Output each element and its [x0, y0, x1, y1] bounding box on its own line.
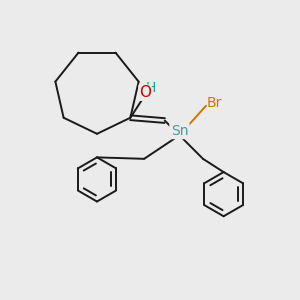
- Text: Br: Br: [207, 96, 223, 110]
- Text: O: O: [139, 85, 151, 100]
- Text: Sn: Sn: [171, 124, 188, 138]
- Text: H: H: [146, 81, 156, 95]
